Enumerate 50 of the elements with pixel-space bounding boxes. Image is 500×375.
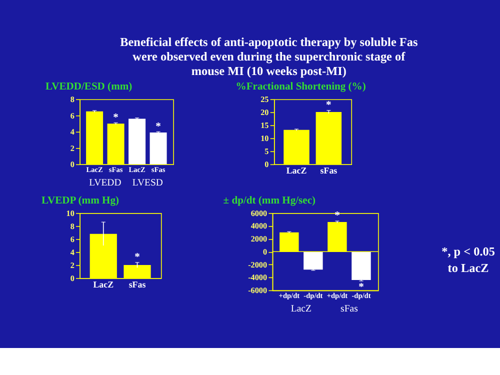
y-tick-label: 2 xyxy=(70,260,74,270)
text: LacZ xyxy=(290,303,312,314)
x-tick-label: sFas xyxy=(151,164,166,174)
chart-title: LVEDP (mm Hg) xyxy=(41,195,120,206)
y-tick-label: 2000 xyxy=(250,234,268,244)
y-tick-label: 0 xyxy=(70,274,74,283)
y-tick-label: 8 xyxy=(70,95,74,104)
y-tick-label: 5 xyxy=(264,147,269,156)
data-label: * xyxy=(358,282,364,293)
text: sFas xyxy=(340,303,358,314)
data-label: * xyxy=(326,100,332,111)
chart-title: ± dp/dt (mm Hg/sec) xyxy=(223,195,316,206)
y-tick-label: 4 xyxy=(70,128,74,137)
y-tick-label: -2000 xyxy=(248,260,268,270)
chart-title: %Fractional Shortening (%) xyxy=(236,81,366,92)
y-tick-label: 4000 xyxy=(250,222,268,231)
y-tick-label: -6000 xyxy=(248,286,268,296)
data-label: * xyxy=(334,210,340,222)
y-tick-label: -4000 xyxy=(248,273,268,282)
text: LVESD xyxy=(132,177,163,188)
x-tick-label: -dp/dt xyxy=(352,290,372,300)
chart-title: LVEDD/ESD (mm) xyxy=(46,81,133,92)
y-tick-label: 15 xyxy=(260,121,269,130)
text: LVEDD xyxy=(89,177,122,188)
y-tick-label: 10 xyxy=(260,134,269,144)
x-tick-label: LacZ xyxy=(86,164,103,174)
data-label: * xyxy=(156,121,161,132)
y-tick-label: 4 xyxy=(70,248,74,257)
y-tick-label: 25 xyxy=(260,95,269,104)
x-tick-label: +dp/dt xyxy=(278,290,300,300)
x-tick-label: sFas xyxy=(108,164,123,174)
x-tick-label: LacZ xyxy=(286,166,307,176)
y-tick-label: 20 xyxy=(260,108,269,118)
y-tick-label: 0 xyxy=(263,247,268,256)
x-tick-label: -dp/dt xyxy=(304,290,324,300)
x-tick-label: sFas xyxy=(320,166,338,176)
y-tick-label: 10 xyxy=(66,208,74,218)
x-tick-label: LacZ xyxy=(128,164,146,174)
text: Beneficial effects of anti-apoptotic therapy by soluble Fas were observed even during the superchronic stage of mouse MI (10 weeks post-MI) xyxy=(120,34,418,78)
y-tick-label: 0 xyxy=(70,160,74,170)
x-tick-label: +dp/dt xyxy=(326,290,348,300)
y-tick-label: 6 xyxy=(70,234,74,244)
y-tick-label: 6 xyxy=(70,111,74,120)
data-label: * xyxy=(134,252,140,264)
y-tick-label: 8 xyxy=(70,222,74,231)
text: *, p < 0.05 to LacZ xyxy=(442,244,495,275)
data-label: * xyxy=(113,112,118,124)
y-tick-label: 6000 xyxy=(250,208,268,218)
y-tick-label: 0 xyxy=(264,160,269,170)
y-tick-label: 2 xyxy=(70,144,74,153)
